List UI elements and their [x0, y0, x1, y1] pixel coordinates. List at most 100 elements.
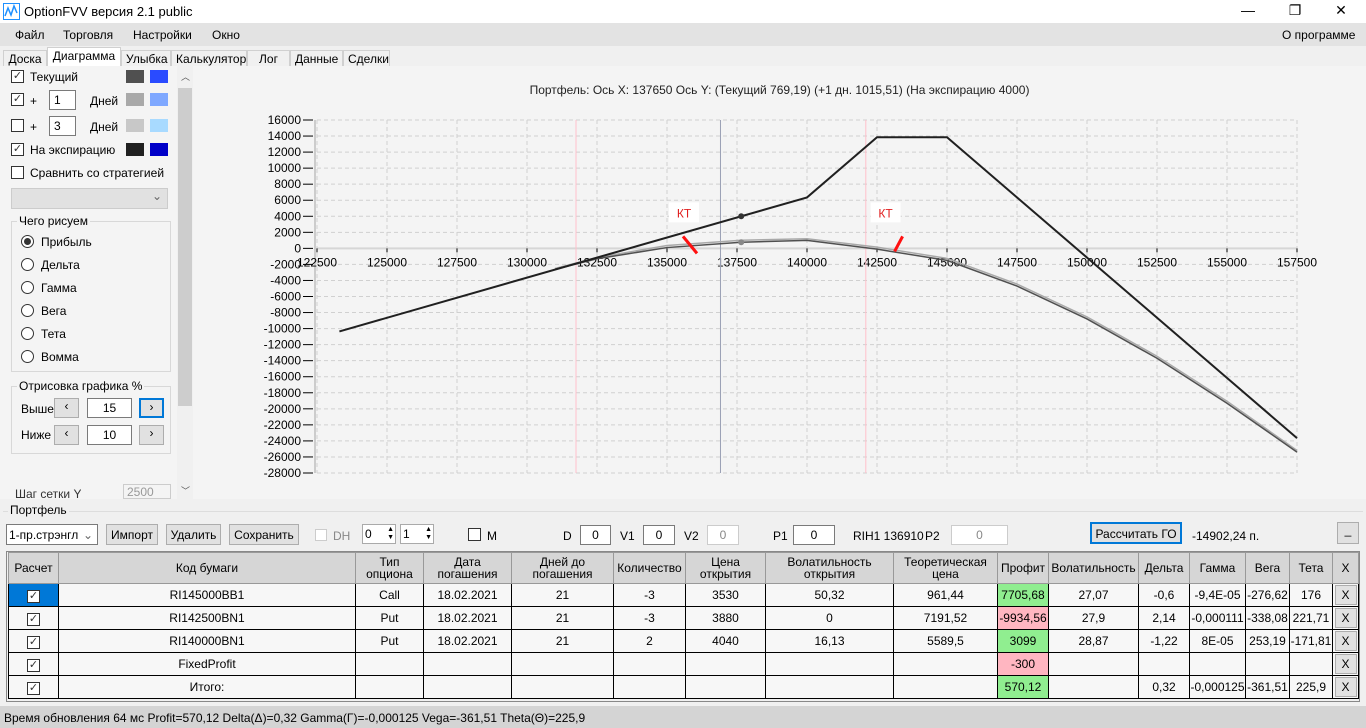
radio-profit[interactable] [21, 235, 34, 248]
column-header[interactable]: Теоретическая цена [893, 552, 998, 584]
plus1-days-input[interactable]: 1 [49, 90, 76, 110]
plus3-color-swatch[interactable] [126, 119, 144, 132]
calc-checkbox[interactable]: ✓ [27, 612, 40, 626]
delete-row-button[interactable]: X [1334, 631, 1357, 651]
grid-step-input[interactable]: 2500 [123, 484, 171, 499]
restore-window-button[interactable]: ❐ [1288, 2, 1302, 18]
strategy-compare-select[interactable]: ⌄ [11, 188, 168, 209]
column-header[interactable]: Гамма [1189, 552, 1246, 584]
plus1-alt-color-swatch[interactable] [150, 93, 168, 106]
column-header[interactable]: Профит [997, 552, 1049, 584]
tab-calculator[interactable]: Калькулятор [171, 50, 247, 67]
minimize-window-button[interactable]: — [1241, 2, 1255, 18]
spin-input-1[interactable]: 0 ▲ ▼ [362, 524, 396, 544]
d-input[interactable]: 0 [580, 525, 611, 545]
column-header[interactable]: Волатильность [1048, 552, 1139, 584]
radio-vomma[interactable] [21, 350, 34, 363]
below-decrease-button[interactable]: ‹ [54, 425, 79, 445]
delete-row-button[interactable]: X [1334, 585, 1357, 605]
menu-trading[interactable]: Торговля [63, 28, 114, 42]
minimize-panel-button[interactable]: _ [1337, 522, 1359, 544]
below-input[interactable]: 10 [87, 425, 132, 445]
column-header[interactable]: Дата погашения [423, 552, 512, 584]
calc-checkbox[interactable]: ✓ [27, 635, 40, 649]
strategy-select[interactable]: 1-пр.стрэнгл ⌄ [6, 524, 98, 545]
expiry-alt-color-swatch[interactable] [150, 143, 168, 156]
radio-vega[interactable] [21, 304, 34, 317]
delete-row-button[interactable]: X [1334, 677, 1357, 697]
column-header[interactable]: Волатильность открытия [765, 552, 894, 584]
calc-checkbox-cell[interactable]: ✓ [8, 652, 59, 676]
spin-arrows-icon[interactable]: ▲ ▼ [425, 526, 432, 541]
radio-gamma[interactable] [21, 281, 34, 294]
calc-checkbox-cell[interactable]: ✓ [8, 583, 59, 607]
menu-window[interactable]: Окно [212, 28, 240, 42]
left-panel-scrollbar[interactable]: ︿ ﹀ [177, 66, 193, 499]
table-row[interactable]: ✓ Итого: 570,12 0,32 -0,000125 -361,51 225,9 X [8, 675, 1359, 699]
delete-row-button[interactable]: X [1334, 608, 1357, 628]
current-alt-color-swatch[interactable] [150, 70, 168, 83]
plus1-checkbox[interactable]: ✓ [11, 93, 24, 106]
calc-checkbox[interactable]: ✓ [27, 589, 40, 603]
column-header[interactable]: X [1332, 552, 1359, 584]
calc-checkbox-cell[interactable]: ✓ [8, 606, 59, 630]
v2-input[interactable]: 0 [707, 525, 739, 545]
column-header[interactable]: Вега [1245, 552, 1290, 584]
above-decrease-button[interactable]: ‹ [54, 398, 79, 418]
compare-checkbox[interactable] [11, 166, 24, 179]
menu-file[interactable]: Файл [15, 28, 45, 42]
tab-log[interactable]: Лог [247, 50, 290, 67]
spin-arrows-icon[interactable]: ▲ ▼ [387, 526, 394, 541]
column-header[interactable]: Расчет [8, 552, 59, 584]
plus1-color-swatch[interactable] [126, 93, 144, 106]
v1-input[interactable]: 0 [643, 525, 675, 545]
column-header[interactable]: Дельта [1138, 552, 1190, 584]
below-increase-button[interactable]: › [139, 425, 164, 445]
payoff-chart[interactable]: 16000 14000 12000 10000 8000 6000 4000 2000 0 -20… [0, 0, 1366, 500]
column-header[interactable]: Тип опциона [355, 552, 424, 584]
scrollbar-thumb[interactable] [178, 88, 192, 406]
delete-row-cell: X [1332, 652, 1359, 676]
tab-smile[interactable]: Улыбка [121, 50, 171, 67]
expiry-color-swatch[interactable] [126, 143, 144, 156]
radio-theta[interactable] [21, 327, 34, 340]
above-input[interactable]: 15 [87, 398, 132, 418]
tab-diagram[interactable]: Диаграмма [47, 47, 121, 68]
table-row[interactable]: ✓ FixedProfit -300 X [8, 652, 1359, 676]
calc-checkbox[interactable]: ✓ [27, 681, 40, 695]
table-row[interactable]: ✓ RI142500BN1 Put 18.02.2021 21 -3 3880 0 7191,5… [8, 606, 1359, 630]
plus3-days-input[interactable]: 3 [49, 116, 76, 136]
column-header[interactable]: Тета [1289, 552, 1333, 584]
table-row[interactable]: ✓ RI140000BN1 Put 18.02.2021 21 2 4040 16,13 558… [8, 629, 1359, 653]
scroll-down-icon[interactable]: ﹀ [181, 486, 191, 496]
above-increase-button[interactable]: › [139, 398, 164, 418]
dh-checkbox[interactable] [315, 529, 327, 541]
import-button[interactable]: Импорт [106, 524, 158, 545]
menu-settings[interactable]: Настройки [133, 28, 192, 42]
spin-input-2[interactable]: 1 ▲ ▼ [400, 524, 434, 544]
radio-delta[interactable] [21, 258, 34, 271]
calc-checkbox-cell[interactable]: ✓ [8, 629, 59, 653]
column-header[interactable]: Цена открытия [685, 552, 766, 584]
plus3-checkbox[interactable] [11, 119, 24, 132]
column-header[interactable]: Код бумаги [58, 552, 356, 584]
p2-input[interactable]: 0 [951, 525, 1008, 545]
calc-checkbox-cell[interactable]: ✓ [8, 675, 59, 699]
scroll-up-icon[interactable]: ︿ [181, 72, 191, 82]
delete-button[interactable]: Удалить [166, 524, 221, 545]
save-button[interactable]: Сохранить [229, 524, 299, 545]
close-window-button[interactable]: ✕ [1335, 2, 1347, 18]
table-row[interactable]: ✓ RI145000BB1 Call 18.02.2021 21 -3 3530 50,32 9… [8, 583, 1359, 607]
plus3-alt-color-swatch[interactable] [150, 119, 168, 132]
delete-row-button[interactable]: X [1334, 654, 1357, 674]
menu-about[interactable]: О программе [1282, 28, 1356, 42]
column-header[interactable]: Дней до погашения [511, 552, 614, 584]
calculate-go-button[interactable]: Рассчитать ГО [1090, 522, 1182, 544]
current-checkbox[interactable]: ✓ [11, 70, 24, 83]
calc-checkbox[interactable]: ✓ [27, 658, 40, 672]
column-header[interactable]: Количество [613, 552, 686, 584]
m-checkbox[interactable] [468, 528, 481, 541]
expiry-checkbox[interactable]: ✓ [11, 143, 24, 156]
current-color-swatch[interactable] [126, 70, 144, 83]
p1-input[interactable]: 0 [793, 525, 835, 545]
